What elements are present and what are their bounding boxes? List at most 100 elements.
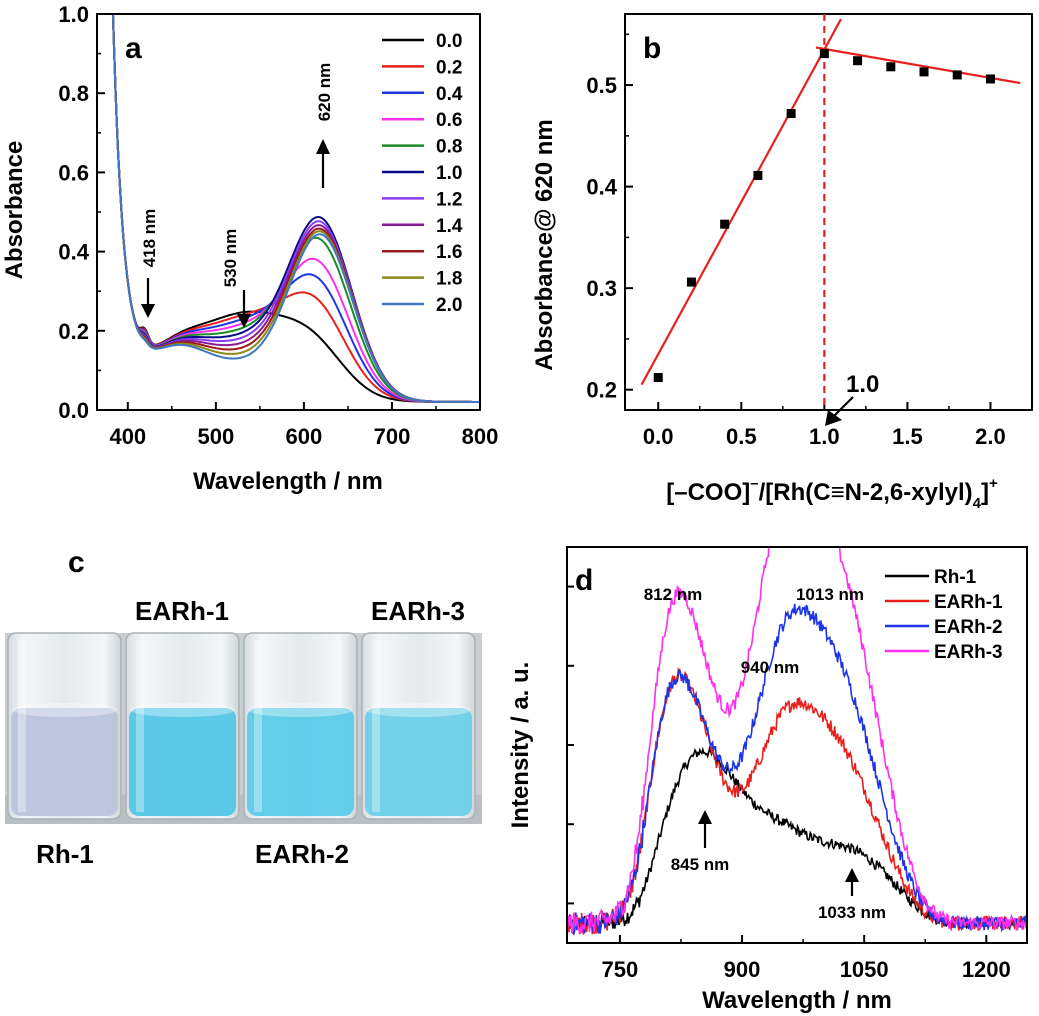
- panel-a-ytick-label: 0.6: [58, 160, 89, 185]
- panel-d-xtick-label: 750: [602, 957, 639, 982]
- panel-b-data-point: [653, 373, 663, 383]
- panel-b-data-point: [952, 70, 962, 80]
- arrow-418: [141, 278, 155, 318]
- panel-a-series-line: [111, 14, 480, 403]
- vial-liquid: [365, 708, 472, 816]
- vial-meniscus: [12, 703, 117, 717]
- panel-a-legend-label: 1.6: [436, 242, 462, 263]
- vial-label-earh-3: EARh-3: [371, 596, 465, 626]
- panel-a-xtick-label: 600: [286, 424, 323, 449]
- panel-c-photo: c EARh-1 EARh-3 Rh-1 EARh-2: [5, 546, 482, 869]
- panel-b-xlabel: [–COO]–/[Rh(C≡N-2,6-xylyl)4]+: [666, 475, 998, 512]
- vial-meniscus: [130, 703, 235, 717]
- panel-a-ytick-label: 0.2: [58, 319, 89, 344]
- arrow-1.0: [825, 396, 854, 426]
- panel-b-ylabel: Absorbance@ 620 nm: [531, 119, 558, 370]
- vial-label-rh-1: Rh-1: [36, 839, 94, 869]
- vial-liquid: [11, 708, 118, 816]
- panel-b-data-point: [985, 74, 995, 84]
- vial-highlight: [18, 640, 26, 812]
- vial-highlight: [372, 640, 380, 812]
- vial-highlight: [136, 640, 144, 812]
- panel-a-xtick-label: 400: [109, 424, 146, 449]
- panel-a-legend-label: 0.8: [436, 137, 462, 158]
- panel-b-data-point: [919, 67, 929, 77]
- panel-a-legend-label: 0.2: [436, 57, 462, 78]
- panel-b-data-point: [686, 277, 696, 287]
- panel-a-legend-label: 2.0: [436, 295, 462, 316]
- vial-meniscus: [366, 703, 471, 717]
- panel-a-xlabel: Wavelength / nm: [193, 468, 383, 495]
- annotation-940nm: 940 nm: [741, 658, 800, 677]
- panel-a-ytick-label: 0.0: [58, 398, 89, 423]
- panel-a-series-line: [111, 14, 480, 403]
- panel-b-xtick-label: 0.5: [726, 424, 757, 449]
- panel-a-series-line: [111, 14, 480, 403]
- panel-a-series-line: [111, 14, 480, 403]
- panel-c-label: c: [68, 546, 85, 579]
- arrow-1033: [845, 868, 859, 896]
- panel-a-legend-label: 1.0: [436, 163, 462, 184]
- vial-liquid: [129, 708, 236, 816]
- annotation-1.0: 1.0: [846, 371, 879, 398]
- panel-b-data-point: [819, 49, 829, 59]
- panel-a-series-line: [111, 14, 480, 403]
- panel-d-ylabel: Intensity / a. u.: [507, 662, 534, 829]
- vial-meniscus: [248, 703, 353, 717]
- panel-b-frame: [624, 13, 1033, 411]
- panel-a-series-line: [111, 14, 480, 403]
- panel-a-ylabel: Absorbance: [1, 141, 28, 280]
- panel-d-legend-label: EARh-1: [934, 592, 1003, 613]
- panel-a-legend-label: 0.0: [436, 31, 462, 52]
- panel-b-data-point: [886, 62, 896, 72]
- panel-b-ytick-label: 0.2: [586, 378, 617, 403]
- panel-a-legend: 0.0 0.2 0.4 0.6 0.8 1.0 1.2 1.4 1.6 1.8 2.0: [382, 31, 463, 316]
- panel-d-xtick-label: 1200: [962, 957, 1011, 982]
- annotation-845nm: 845 nm: [671, 855, 730, 874]
- annotation-418nm: 418 nm: [140, 209, 159, 268]
- arrow-620: [316, 139, 330, 188]
- panel-b-data-point: [753, 170, 763, 180]
- panel-d-legend-label: EARh-2: [934, 617, 1003, 638]
- panel-b-chart: 0.0 0.5 1.0 1.5 2.0 0.2 0.3 0.4 0.5 b Absorbance…: [531, 13, 1033, 512]
- panel-a-ytick-label: 1.0: [58, 2, 89, 27]
- panel-a-label: a: [125, 32, 142, 65]
- panel-a-xtick-label: 800: [462, 424, 499, 449]
- panel-b-data-point: [786, 109, 796, 119]
- panel-a-series-line: [111, 14, 480, 403]
- panel-a-legend-label: 0.4: [436, 84, 463, 105]
- annotation-812nm: 812 nm: [644, 585, 703, 604]
- panel-a-xtick-label: 700: [374, 424, 411, 449]
- annotation-1013nm: 1013 nm: [796, 585, 864, 604]
- panel-a-ytick-label: 0.8: [58, 81, 89, 106]
- panel-b-ytick-label: 0.3: [586, 276, 617, 301]
- panel-a-legend-label: 1.4: [436, 216, 463, 237]
- panel-d-legend: Rh-1 EARh-1 EARh-2 EARh-3: [885, 567, 1003, 663]
- panel-d-legend-label: Rh-1: [934, 567, 977, 588]
- arrow-845: [698, 810, 712, 848]
- vial-highlight: [254, 640, 262, 812]
- panel-a-xtick-label: 500: [198, 424, 235, 449]
- vial-label-earh-1: EARh-1: [135, 596, 229, 626]
- panel-d-series-line: [567, 745, 1027, 931]
- panel-a-legend-label: 1.8: [436, 269, 462, 290]
- panel-b-xtick-label: 0.0: [643, 424, 674, 449]
- annotation-620nm: 620 nm: [315, 63, 334, 122]
- panel-d-xtick-label: 1050: [840, 957, 889, 982]
- arrow-530: [237, 290, 251, 328]
- vial-label-earh-2: EARh-2: [255, 839, 349, 869]
- vial-liquid: [247, 708, 354, 816]
- annotation-1033nm: 1033 nm: [818, 903, 886, 922]
- panel-b-data-point: [720, 219, 730, 229]
- panel-a-legend-label: 1.2: [436, 189, 462, 210]
- panel-b-label: b: [643, 32, 661, 65]
- annotation-530nm: 530 nm: [221, 229, 240, 288]
- panel-d-chart: 750 900 1050 1200 d Wavelength / nm Intensi…: [507, 546, 1028, 1014]
- panel-a-series-line: [111, 14, 480, 403]
- panel-d-xtick-label: 900: [724, 957, 761, 982]
- panel-b-ytick-label: 0.4: [586, 175, 617, 200]
- panel-b-fit-line: [640, 18, 842, 386]
- panel-a-series-line: [111, 14, 480, 403]
- panel-b-ytick-label: 0.5: [586, 73, 617, 98]
- panel-d-label: d: [575, 564, 593, 597]
